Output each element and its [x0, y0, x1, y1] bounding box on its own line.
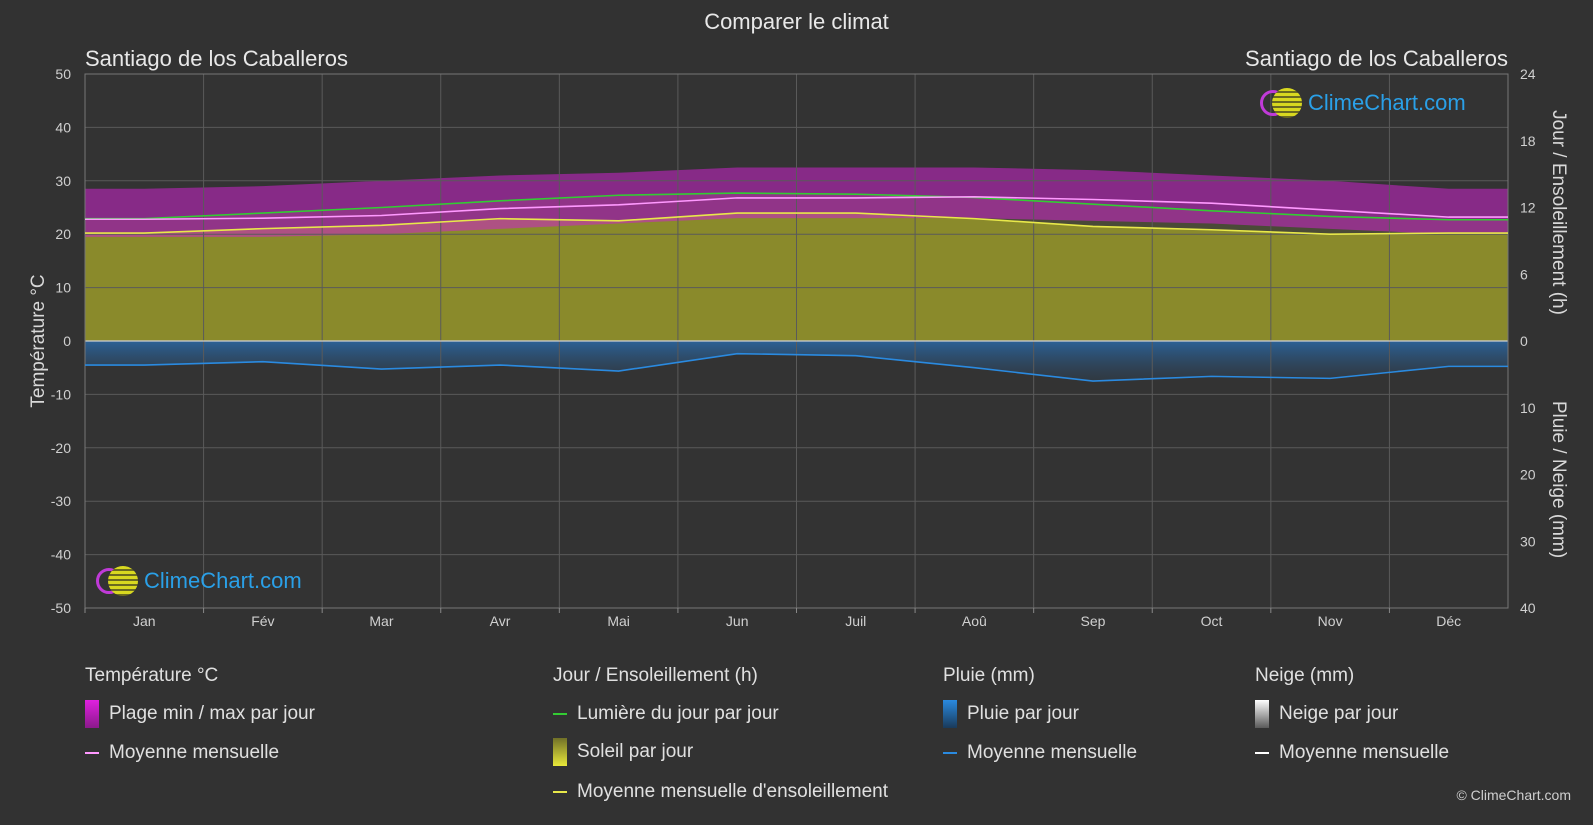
y-left-tick-label: -10	[51, 386, 71, 402]
location-left: Santiago de los Caballeros	[85, 46, 348, 71]
snow-mean-line	[1255, 752, 1269, 754]
y-left-tick-label: -30	[51, 493, 71, 509]
temperature-mean-line	[85, 752, 99, 754]
y-right-top-axis-title: Jour / Ensoleillement (h)	[1548, 110, 1569, 315]
legend-item-snow: Neige par jour	[1255, 700, 1398, 728]
logo-text-top: ClimeChart.com	[1308, 90, 1466, 115]
y-left-tick-label: -20	[51, 440, 71, 456]
legend-label: Pluie par jour	[967, 703, 1079, 724]
y-left-tick-label: 30	[55, 173, 71, 189]
rain-swatch	[943, 700, 957, 728]
temperature-mean-line	[85, 196, 1508, 221]
legend-title-sun: Jour / Ensoleillement (h)	[553, 665, 758, 686]
x-tick-label: Nov	[1318, 613, 1343, 629]
rain-mean-line	[85, 352, 1508, 382]
legend-item-snow-mean: Moyenne mensuelle	[1255, 742, 1449, 764]
y-left-tick-label: -40	[51, 547, 71, 563]
y-left-tick-label: 20	[55, 226, 71, 242]
legend-item-sunshine-mean: Moyenne mensuelle d'ensoleillement	[553, 781, 888, 803]
legend-item-temp-mean: Moyenne mensuelle	[85, 742, 279, 764]
y-right-top-tick-label: 6	[1520, 266, 1528, 282]
x-tick-label: Aoû	[962, 613, 987, 629]
y-left-axis-title: Température °C	[28, 274, 49, 407]
rain-mean-line	[943, 752, 957, 754]
temperature-range-swatch	[85, 700, 99, 728]
copyright: © ClimeChart.com	[1456, 787, 1571, 803]
y-right-top-tick-label: 24	[1520, 66, 1536, 82]
daylight-line	[85, 192, 1508, 221]
logo-top: ClimeChart.com	[1260, 88, 1466, 118]
y-right-bottom-tick-label: 40	[1520, 600, 1536, 616]
legend-label: Moyenne mensuelle	[1279, 742, 1450, 763]
logo-sun-icon	[108, 566, 138, 596]
legend-item-temp-range: Plage min / max par jour	[85, 700, 315, 728]
x-tick-label: Sep	[1080, 613, 1105, 629]
x-tick-label: Déc	[1436, 613, 1461, 629]
daylight-line	[553, 713, 567, 715]
y-left-tick-label: 0	[63, 333, 71, 349]
x-tick-label: Avr	[490, 613, 511, 629]
y-right-top-tick-label: 18	[1520, 133, 1536, 149]
legend-label: Moyenne mensuelle d'ensoleillement	[577, 781, 888, 802]
legend-label: Soleil par jour	[577, 741, 694, 762]
y-right-bottom-tick-label: 20	[1520, 467, 1536, 483]
x-tick-label: Oct	[1201, 613, 1223, 629]
y-right-top-tick-label: 12	[1520, 200, 1536, 216]
legend-item-rain: Pluie par jour	[943, 700, 1079, 728]
sunshine-mean-line	[553, 791, 567, 793]
y-right-top-tick-label: 0	[1520, 333, 1528, 349]
y-right-bottom-axis-title: Pluie / Neige (mm)	[1548, 401, 1569, 558]
legend-item-sunshine: Soleil par jour	[553, 738, 693, 766]
y-left-tick-label: 50	[55, 66, 71, 82]
legend-label: Neige par jour	[1279, 703, 1399, 724]
sunshine-mean-line	[85, 212, 1508, 236]
logo-text-bottom: ClimeChart.com	[144, 568, 302, 593]
y-left-tick-label: -50	[51, 600, 71, 616]
logo-sun-icon	[1272, 88, 1302, 118]
snow-swatch	[1255, 700, 1269, 728]
x-tick-label: Mai	[607, 613, 630, 629]
legend-label: Moyenne mensuelle	[109, 742, 280, 763]
logo-bottom: ClimeChart.com	[96, 566, 302, 596]
sunshine-swatch	[553, 738, 567, 766]
y-right-bottom-tick-label: 30	[1520, 533, 1536, 549]
legend-label: Lumière du jour par jour	[577, 703, 779, 724]
x-tick-label: Fév	[251, 613, 274, 629]
legend-title-temperature: Température °C	[85, 665, 219, 686]
y-left-tick-label: 10	[55, 280, 71, 296]
x-tick-label: Juil	[845, 613, 866, 629]
y-left-tick-label: 40	[55, 119, 71, 135]
y-right-bottom-tick-label: 10	[1520, 400, 1536, 416]
legend-label: Plage min / max par jour	[109, 703, 315, 724]
legend-label: Moyenne mensuelle	[967, 742, 1138, 763]
x-tick-label: Jan	[133, 613, 156, 629]
chart-title: Comparer le climat	[704, 9, 889, 34]
x-tick-label: Mar	[369, 613, 393, 629]
legend-item-daylight: Lumière du jour par jour	[553, 703, 779, 725]
x-tick-label: Jun	[726, 613, 749, 629]
legend-item-rain-mean: Moyenne mensuelle	[943, 742, 1137, 764]
location-right: Santiago de los Caballeros	[1245, 46, 1508, 71]
legend-title-snow: Neige (mm)	[1255, 665, 1355, 686]
legend-title-rain: Pluie (mm)	[943, 665, 1035, 686]
